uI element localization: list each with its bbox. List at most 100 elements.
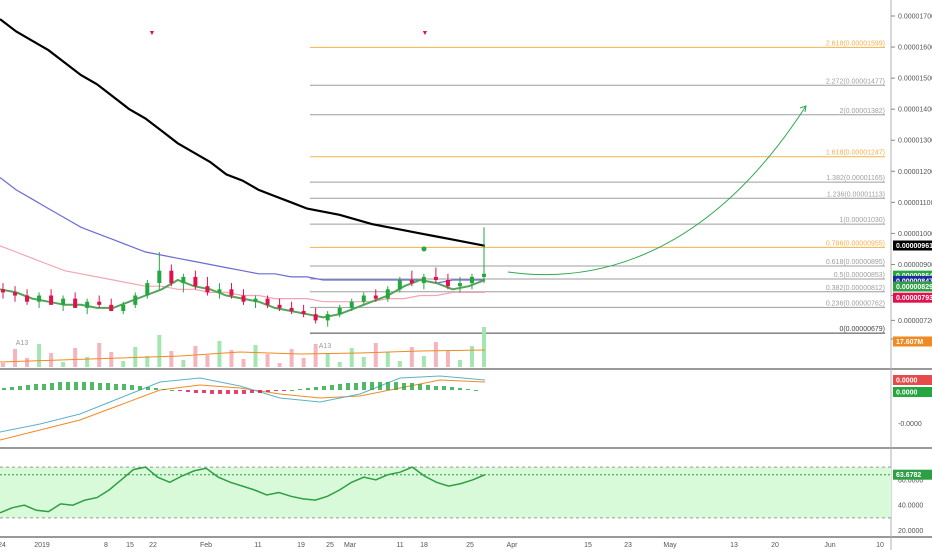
marker-label: A13 [319,343,332,350]
candle-body [193,276,198,287]
x-tick-label: 2019 [34,542,50,549]
y-tick-label: 0.00000720 [898,318,932,325]
macd-histogram-bar [458,388,462,390]
volume-bar [121,361,126,367]
candle-body [421,276,426,284]
volume-bar [73,348,78,367]
y-tick-label: 0.00001600 [898,45,932,52]
macd-histogram-bar [122,384,126,390]
volume-bar [193,346,198,367]
candle-body [37,295,42,302]
x-tick-label: 18 [420,542,428,549]
candle-body [265,298,270,305]
macd-histogram-bar [362,382,366,390]
fib-label: 0(0.00000679) [839,326,885,333]
macd-histogram-bar [410,383,414,390]
macd-histogram-bar [210,390,214,394]
macd-histogram-bar [114,384,118,390]
macd-line [0,375,486,433]
x-tick-label: 15 [126,542,134,549]
candle-body [13,292,18,296]
macd-histogram-bar [426,385,430,390]
price-tag [893,281,932,292]
macd-histogram-bar [226,390,230,394]
x-tick-label: 10 [876,542,884,549]
volume-bar [181,360,186,367]
macd-histogram-bar [290,390,294,391]
volume-bar [205,355,210,367]
price-tag [893,240,932,251]
macd-histogram-bar [370,382,374,390]
volume-bar [457,360,462,367]
macd-histogram-bar [186,390,190,392]
volume-bar [25,358,30,367]
macd-histogram-bar [90,382,94,390]
macd-histogram-bar [434,386,438,390]
macd-histogram-bar [138,386,142,390]
fibonacci-levels: 2.618(0.00001599) 2.272(0.00001477) 2(0.00… [310,40,885,334]
x-tick-label: Jun [824,542,835,549]
price-tag-label: 0.00000793 [896,295,932,302]
volume-bar [361,357,366,367]
macd-histogram-bar [322,386,326,390]
volume-bar [445,351,450,367]
y-tick-label: 0.00001400 [898,107,932,114]
volume-bar [1,363,5,367]
fib-label: 1.236(0.00001113) [827,191,885,198]
candle-body [229,289,234,296]
macd-histogram-bar [234,390,238,394]
rsi-tag-label: 63.6782 [896,472,921,479]
candle-body [133,295,138,305]
candlesticks: ▼ ▼ A13 A13 [1,30,486,350]
macd-histogram-bar [354,383,358,390]
macd-histogram-bar [258,390,262,393]
signal-dot [421,246,427,252]
y-tick-label: 0.00001300 [898,138,932,145]
macd-histogram-bar [466,389,470,390]
candle-body [397,279,402,290]
y-tick-label: 0.00001200 [898,169,932,176]
candle-body [361,295,366,302]
macd-histogram-bar [162,389,166,390]
volume-bar [301,358,306,367]
volume-bar [253,345,258,367]
candle-body [301,311,306,315]
rsi-panel [0,466,891,519]
macd-histogram-bar [242,390,246,394]
macd-histogram-bar [74,382,78,390]
candle-body [121,304,126,312]
x-tick-label: Apr [507,542,519,549]
candle-body [253,298,258,302]
candle-body [469,276,474,284]
ma-line [0,177,485,284]
candle-body [457,283,462,287]
macd-tag-label: 0.0000 [896,390,918,397]
macd-histogram-bar [42,384,46,390]
candle-body [349,301,354,308]
volume-bar [37,344,42,367]
volume-ma-line [0,349,486,363]
volume-bar [482,327,486,367]
x-tick-label: 15 [584,542,592,549]
macd-histogram-bar [58,382,62,390]
x-tick-label: 23 [624,542,632,549]
y-tick-label: 0.00001100 [898,200,932,207]
fib-label: 0.5(0.00000853) [834,272,885,279]
macd-histogram-bar [10,387,14,390]
y-tick-label: 0.00001500 [898,76,932,83]
macd-panel [0,375,486,441]
rsi-tag [893,469,932,480]
macd-histogram-bar [250,390,254,393]
down-marker: ▼ [422,30,429,37]
macd-tag [893,375,932,385]
volume-bar [265,354,270,367]
candle-body [181,276,186,284]
candle-body [409,279,414,284]
rsi-tick-label: 40.0000 [898,503,923,510]
candle-body [313,314,318,321]
ma-line [0,245,485,303]
macd-histogram-bar [146,387,150,390]
volume-bar [277,363,282,367]
